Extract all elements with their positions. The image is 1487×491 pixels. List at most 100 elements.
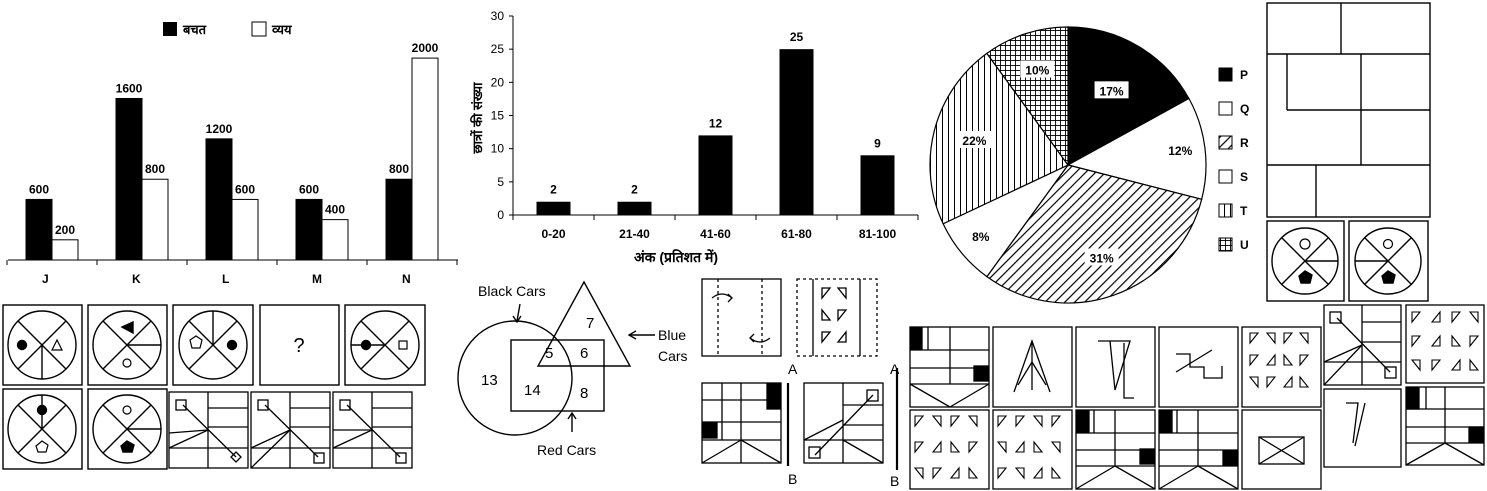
legend-swatch-savings bbox=[163, 22, 177, 36]
y-tick-20: 20 bbox=[491, 75, 505, 89]
pie-label-Q: 12% bbox=[1168, 144, 1192, 158]
bar-K-savings bbox=[116, 98, 142, 260]
x-tick-M: M bbox=[312, 272, 322, 286]
y-tick-10: 10 bbox=[491, 142, 505, 156]
x-tick-J: J bbox=[42, 272, 49, 286]
x-tick-0-20: 0-20 bbox=[541, 227, 565, 241]
pie-legend-label-P: P bbox=[1240, 68, 1248, 82]
y-tick-25: 25 bbox=[491, 42, 505, 56]
bar-label-J-expense: 200 bbox=[55, 223, 75, 237]
circle-series bbox=[3, 305, 425, 469]
chart2-bars: 2 0-20 2 21-40 12 41-60 25 61-80 9 81-100 bbox=[513, 30, 918, 241]
chart1-legend: बचत व्यय bbox=[163, 22, 292, 37]
chart2-ticks: 0 5 10 15 20 25 30 bbox=[491, 9, 513, 222]
bar-label-K-savings: 1600 bbox=[116, 81, 143, 95]
pie-legend-label-R: R bbox=[1240, 136, 1249, 150]
venn-value-14: 14 bbox=[524, 382, 541, 399]
bar-N-savings bbox=[386, 179, 412, 260]
bar-K-expense bbox=[142, 179, 168, 260]
bar-L-savings bbox=[206, 139, 232, 260]
x-tick-L: L bbox=[222, 272, 229, 286]
bar-label-61-80: 25 bbox=[790, 30, 804, 44]
pie-legend-label-S: S bbox=[1240, 170, 1248, 184]
paper-fold-figures bbox=[702, 279, 877, 356]
venn-value-6: 6 bbox=[580, 345, 588, 362]
pie-legend-swatch-P bbox=[1219, 68, 1232, 81]
bar-41-60 bbox=[699, 135, 733, 215]
x-tick-61-80: 61-80 bbox=[781, 227, 812, 241]
chart1-bars: 600 200 J 1600 800 K 1200 600 L 600 400 M 800 2000 N bbox=[7, 41, 457, 286]
mirror-figures bbox=[702, 368, 897, 470]
bar-21-40 bbox=[618, 202, 652, 215]
option-figures-row1 bbox=[910, 305, 1484, 407]
venn-value-7: 7 bbox=[586, 315, 594, 332]
circle-answer-1 bbox=[1267, 221, 1344, 301]
bar-N-expense bbox=[412, 58, 438, 260]
venn-label-blue-2: Cars bbox=[658, 348, 688, 364]
bar-61-80 bbox=[780, 49, 814, 215]
mirror-label-b1: B bbox=[788, 471, 797, 487]
savings-expense-chart: बचत व्यय 600 200 J 1600 800 K 1200 600 L 600 400 M 8… bbox=[7, 22, 458, 286]
pie-legend-swatch-U bbox=[1219, 238, 1232, 251]
pie-legend-swatch-S bbox=[1219, 170, 1232, 183]
venn-value-13: 13 bbox=[481, 372, 498, 389]
mirror-label-a2: A bbox=[890, 361, 900, 377]
chart2-ylabel: छात्रों की संख्या bbox=[470, 82, 485, 155]
pie-legend: P Q R S T U bbox=[1219, 68, 1249, 252]
pie-chart: 17% 12% 31% 8% 22% 10% P Q R S T U bbox=[930, 27, 1249, 303]
mirror-label-a1: A bbox=[788, 361, 798, 377]
bar-label-M-expense: 400 bbox=[325, 203, 345, 217]
y-tick-0: 0 bbox=[497, 208, 504, 222]
legend-label-expense: व्यय bbox=[271, 22, 292, 37]
bar-M-expense bbox=[322, 220, 348, 260]
bar-label-L-savings: 1200 bbox=[206, 122, 233, 136]
bar-label-0-20: 2 bbox=[550, 183, 557, 197]
pie-legend-label-Q: Q bbox=[1240, 102, 1249, 116]
bar-label-21-40: 2 bbox=[631, 183, 638, 197]
bar-label-M-savings: 600 bbox=[299, 182, 319, 196]
bar-M-savings bbox=[296, 199, 322, 260]
venn-label-black: Black Cars bbox=[478, 283, 546, 299]
legend-swatch-expense bbox=[252, 22, 266, 36]
y-tick-15: 15 bbox=[491, 109, 505, 123]
bar-label-L-expense: 600 bbox=[235, 182, 255, 196]
pie-legend-swatch-R bbox=[1219, 136, 1232, 149]
mirror-label-b2: B bbox=[890, 473, 899, 489]
bar-L-expense bbox=[232, 199, 258, 260]
venn-value-5: 5 bbox=[545, 345, 553, 362]
pie-label-R: 31% bbox=[1090, 251, 1114, 265]
venn-value-8: 8 bbox=[580, 385, 588, 402]
brick-grid-figure bbox=[1267, 3, 1430, 217]
bar-label-J-savings: 600 bbox=[29, 182, 49, 196]
pie-legend-label-U: U bbox=[1240, 238, 1249, 252]
y-tick-30: 30 bbox=[491, 9, 505, 23]
x-tick-21-40: 21-40 bbox=[619, 227, 650, 241]
bar-0-20 bbox=[537, 202, 571, 215]
bar-label-K-expense: 800 bbox=[145, 162, 165, 176]
bar-label-81-100: 9 bbox=[874, 136, 881, 150]
venn-label-blue-1: Blue bbox=[658, 327, 686, 343]
bar-J-expense bbox=[52, 240, 78, 260]
pie-legend-swatch-Q bbox=[1219, 102, 1232, 115]
bar-label-N-savings: 800 bbox=[389, 162, 409, 176]
pie-label-P: 17% bbox=[1100, 84, 1124, 98]
y-tick-5: 5 bbox=[497, 175, 504, 189]
x-tick-N: N bbox=[402, 272, 411, 286]
pie-label-U: 10% bbox=[1025, 64, 1049, 78]
pie-label-T: 22% bbox=[962, 134, 986, 148]
bar-label-41-60: 12 bbox=[709, 116, 723, 130]
pie-slices bbox=[930, 27, 1206, 303]
option-figures-row2 bbox=[910, 387, 1484, 489]
pie-legend-label-T: T bbox=[1240, 204, 1248, 218]
venn-diagram bbox=[458, 282, 655, 435]
bar-81-100 bbox=[861, 155, 895, 215]
x-tick-41-60: 41-60 bbox=[700, 227, 731, 241]
x-tick-81-100: 81-100 bbox=[859, 227, 897, 241]
line-figure-series bbox=[169, 392, 412, 468]
legend-label-savings: बचत bbox=[182, 22, 207, 37]
question-mark: ? bbox=[293, 335, 304, 357]
venn-label-red: Red Cars bbox=[537, 442, 596, 458]
students-marks-chart: छात्रों की संख्या अंक (प्रतिशत में) 0 5 10… bbox=[470, 9, 918, 265]
bar-label-N-expense: 2000 bbox=[412, 41, 439, 55]
